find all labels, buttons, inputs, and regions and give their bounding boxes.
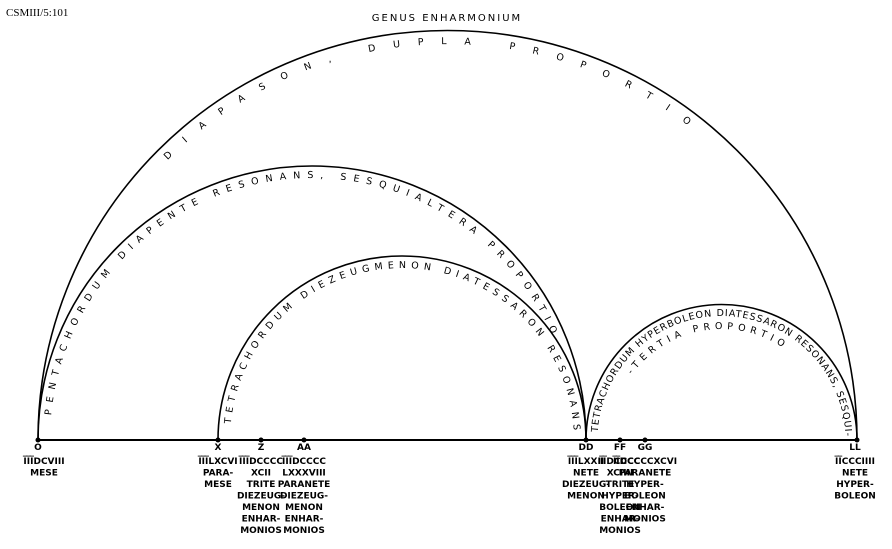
node-label: MONIOS [624, 515, 666, 525]
node-label: TRITE [247, 480, 276, 490]
node-label: PARA- [203, 469, 234, 479]
arc [217, 255, 587, 441]
node-label: XCII [251, 469, 271, 479]
node-label: MENON [285, 503, 323, 513]
node-label: I̅I̅I̅LXCVI [197, 455, 237, 467]
node-label: PARANETE [619, 469, 672, 479]
node-label: I̅I̅DCCCC [599, 455, 641, 467]
node-label: ENHAR- [626, 503, 665, 513]
title: GENUS ENHARMONIUM [372, 13, 522, 24]
node-label: DIEZEUG- [562, 480, 610, 490]
source: CSMIII/5:101 [6, 7, 68, 19]
node-dot [258, 437, 264, 443]
node-label: I̅I̅CCCIIII [834, 455, 875, 467]
node-label: MESE [30, 469, 58, 479]
node-label: ENHAR- [601, 515, 640, 525]
node-letter: Z [258, 443, 265, 453]
node-label: HYPER- [601, 492, 639, 502]
node-dot [854, 437, 860, 443]
node-letter: GG [638, 443, 653, 453]
node-label: BOLEON [599, 503, 641, 513]
node-dot [215, 437, 221, 443]
node-label: I̅I̅I̅DCCCC [238, 455, 283, 467]
arc [37, 29, 858, 441]
node-dot [301, 437, 307, 443]
node-label: BOLEON [624, 492, 666, 502]
node-label: I̅I̅I̅DCCCC [281, 455, 326, 467]
node-label: I̅I̅I̅LXXII [567, 455, 604, 467]
node-letter: FF [614, 443, 626, 453]
node-label: MESE [204, 480, 232, 490]
node-label: NETE [573, 469, 599, 479]
arc-label: DIAPASON, DUPLA PROPORTIO [162, 36, 694, 162]
arc [37, 165, 587, 441]
node-label: TRITE [606, 480, 635, 490]
node-label: ENHAR- [285, 515, 324, 525]
node-label: NETE [842, 469, 868, 479]
arc-label: -TERTIA PROPORTIO [625, 321, 787, 377]
node-label: MENON [567, 492, 605, 502]
node-dot [583, 437, 589, 443]
node-label: HYPER- [836, 480, 874, 490]
nodes: OI̅I̅I̅DCVIIIMESEXI̅I̅I̅LXCVIPARA-MESEZI… [22, 437, 876, 536]
node-label: MENON [242, 503, 280, 513]
node-label: BOLEON [834, 492, 876, 502]
node-dot [617, 437, 623, 443]
node-dot [642, 437, 648, 443]
node-label: ENHAR- [242, 515, 281, 525]
node-label: I̅I̅DCCCCXCVI [612, 455, 677, 467]
arc-label-path: -TERTIA PROPORTIO [625, 321, 786, 377]
node-letter: O [34, 443, 42, 453]
node-label: MONIOS [599, 526, 641, 536]
node-label: PARANETE [278, 480, 331, 490]
node-label: HYPER- [626, 480, 664, 490]
node-label: DIEZEUG- [237, 492, 285, 502]
node-letter: X [215, 443, 222, 453]
node-label: LXXXVIII [282, 469, 326, 479]
node-letter: LL [849, 443, 861, 453]
node-label: DIEZEUG- [280, 492, 328, 502]
node-dot [35, 437, 41, 443]
node-label: MONIOS [240, 526, 282, 536]
node-letter: DD [579, 443, 594, 453]
node-label: I̅I̅I̅DCVIII [22, 455, 64, 467]
node-label: XCIIII [607, 469, 634, 479]
arc-label-path: DIAPASON, DUPLA PROPORTIO [162, 36, 693, 162]
node-label: MONIOS [283, 526, 325, 536]
node-letter: AA [297, 443, 311, 453]
arc [585, 303, 858, 441]
